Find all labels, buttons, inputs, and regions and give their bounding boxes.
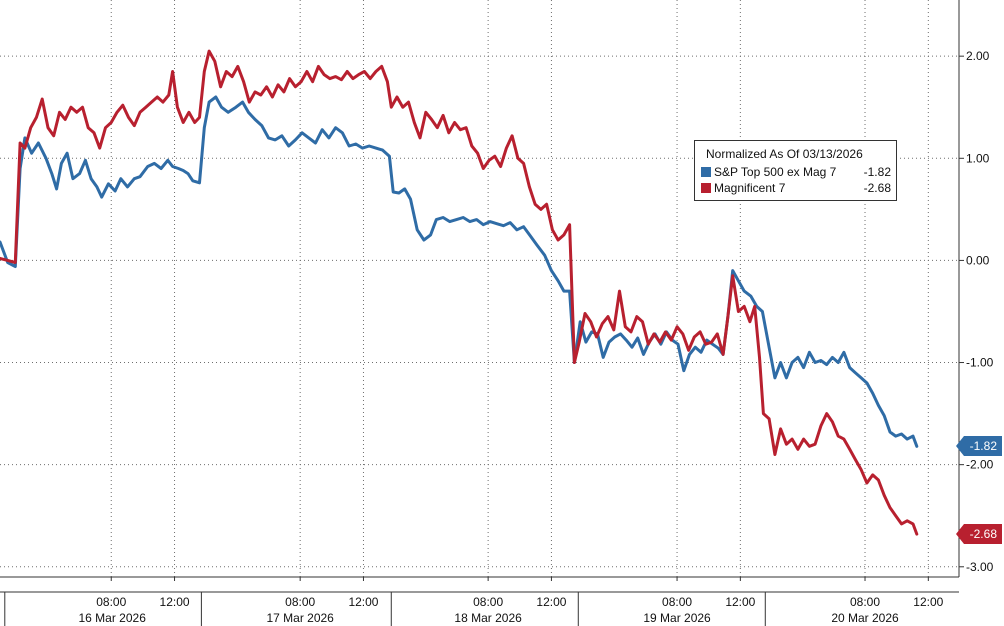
legend-value: -2.68 [863,181,891,195]
legend: Normalized As Of 03/13/2026 S&P Top 500 … [694,140,897,201]
y-tick-label: -1.00 [966,356,994,370]
x-tick-label: 08:00 [473,595,503,609]
grid [0,0,959,577]
legend-label: Magnificent 7 [714,181,786,195]
series-line-mag7 [0,49,919,536]
date-label: 18 Mar 2026 [454,611,522,625]
legend-label: S&P Top 500 ex Mag 7 [714,165,837,179]
last-value-badge-sp-ex-mag7: -1.82 [956,436,1002,457]
y-tick-label: -2.00 [966,458,994,472]
series-line-sp-ex-mag7 [0,95,919,448]
date-label: 17 Mar 2026 [266,611,334,625]
last-value-badge-mag7: -2.68 [956,524,1002,545]
x-tick-label: 12:00 [536,595,566,609]
x-tick-label: 12:00 [348,595,378,609]
date-label: 20 Mar 2026 [831,611,899,625]
last-value-text: -2.68 [969,527,997,542]
legend-value: -1.82 [863,165,891,179]
legend-swatch-sp-ex-mag7 [701,167,711,177]
y-tick-label: 2.00 [966,49,990,63]
series [0,49,919,536]
x-tick-label: 12:00 [160,595,190,609]
date-label: 16 Mar 2026 [79,611,147,625]
y-tick-label: 0.00 [966,253,990,267]
legend-swatch-mag7 [701,183,711,193]
last-value-text: -1.82 [969,439,997,454]
date-label: 19 Mar 2026 [643,611,711,625]
legend-title: Normalized As Of 03/13/2026 [706,147,863,161]
x-tick-label: 08:00 [96,595,126,609]
legend-item-sp-ex-mag7: S&P Top 500 ex Mag 7 -1.82 [701,165,891,181]
x-tick-label: 08:00 [850,595,880,609]
x-tick-label: 12:00 [913,595,943,609]
x-tick-label: 08:00 [285,595,315,609]
legend-item-mag7: Magnificent 7 -2.68 [701,181,891,197]
y-tick-label: -3.00 [966,560,994,574]
y-tick-label: 1.00 [966,151,990,165]
x-tick-label: 12:00 [725,595,755,609]
x-tick-label: 08:00 [662,595,692,609]
